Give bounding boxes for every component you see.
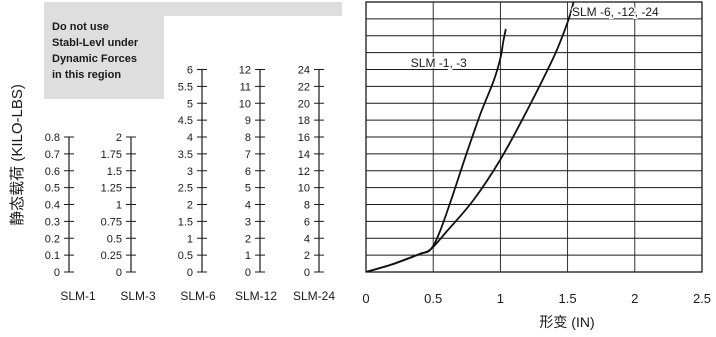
x-tick-label: 0 [362, 291, 369, 306]
scale-name: SLM-12 [235, 289, 277, 303]
scale-tick-label: 0 [116, 267, 122, 279]
scale-tick-label: 0.8 [45, 132, 60, 144]
scale-name: SLM-24 [293, 289, 335, 303]
no-use-note: Do not use Stabl-Levl under Dynamic Forc… [52, 21, 139, 81]
no-use-region-box [44, 2, 164, 99]
x-axis-label: 形变 (IN) [539, 314, 594, 330]
scale-tick-label: 0.25 [101, 250, 122, 262]
no-use-note-line: Do not use [52, 21, 109, 33]
scale-tick-label: 1.5 [107, 166, 122, 178]
scale-tick-label: 9 [245, 115, 251, 127]
scale-tick-label: 12 [239, 65, 251, 77]
no-use-note-line: Dynamic Forces [52, 53, 137, 65]
scale-name: SLM-6 [180, 289, 216, 303]
scale-tick-label: 2.5 [178, 183, 193, 195]
no-use-note-line: in this region [52, 69, 121, 81]
scale-tick-label: 0 [304, 267, 310, 279]
scale-tick-label: 0.5 [45, 183, 60, 195]
scale-tick-label: 12 [298, 166, 310, 178]
y-axis-label: 静态载荷 (KILO-LBS) [9, 84, 26, 226]
scale-tick-label: 1.5 [178, 216, 193, 228]
x-tick-label: 1.5 [559, 291, 577, 306]
series-label: SLM -1, -3 [411, 56, 467, 70]
scale-tick-label: 3 [187, 166, 193, 178]
scale-tick-label: 11 [240, 81, 251, 93]
scale-tick-label: 5 [187, 98, 193, 110]
scale-tick-label: 8 [304, 200, 310, 212]
scale-tick-label: 0.75 [101, 216, 122, 228]
scale-tick-label: 5 [245, 183, 251, 195]
scale-tick-label: 0.2 [45, 233, 60, 245]
plot-frame [365, 1, 703, 273]
no-use-note-line: Stabl-Levl under [52, 37, 139, 49]
scale-tick-label: 0.5 [178, 250, 193, 262]
scale-tick-label: 2 [187, 200, 193, 212]
scale-tick-label: 6 [304, 216, 310, 228]
scale-tick-label: 20 [298, 98, 310, 110]
scale-tick-label: 10 [298, 183, 310, 195]
series-line [366, 2, 575, 272]
scale-tick-label: 4 [304, 233, 310, 245]
scale-tick-label: 10 [239, 98, 251, 110]
load-scales: 00.10.20.30.40.50.60.70.8SLM-100.250.50.… [45, 65, 336, 304]
x-tick-label: 0.5 [424, 291, 442, 306]
scale-tick-label: 2 [304, 250, 310, 262]
scale-tick-label: 0.7 [45, 149, 60, 161]
scale-name: SLM-1 [60, 289, 96, 303]
scale-tick-label: 6 [187, 65, 193, 77]
series-label: SLM -6, -12, -24 [572, 5, 659, 19]
scale-tick-label: 3 [245, 216, 251, 228]
scale-tick-label: 4 [187, 132, 193, 144]
scale-tick-label: 0.5 [107, 233, 122, 245]
scale-tick-label: 1 [116, 200, 122, 212]
scale-tick-label: 8 [245, 132, 251, 144]
scale-tick-label: 0 [54, 267, 60, 279]
scale-tick-label: 5.5 [178, 81, 193, 93]
scale-tick-label: 1.75 [101, 149, 122, 161]
plot-area: 0 0.5 1 1.5 2 2.5 SLM -1, -3 SLM -6, -12, -24 [362, 1, 711, 306]
x-tick-label: 2 [631, 291, 638, 306]
scale-tick-label: 3.5 [178, 149, 193, 161]
scale-tick-label: 2 [116, 132, 122, 144]
x-tick-label: 2.5 [693, 291, 711, 306]
scale-tick-label: 18 [298, 115, 310, 127]
scale-tick-label: 22 [298, 81, 310, 93]
scale-tick-label: 0.1 [45, 250, 60, 262]
scale-tick-label: 0.4 [45, 200, 60, 212]
scale-name: SLM-3 [120, 289, 156, 303]
scale-tick-label: 0 [245, 267, 251, 279]
x-tick-label: 1 [497, 291, 504, 306]
scale-tick-label: 24 [298, 65, 310, 77]
scale-tick-label: 0.3 [45, 216, 60, 228]
scale-tick-label: 0 [187, 267, 193, 279]
scale-tick-label: 4 [245, 200, 251, 212]
scale-tick-label: 0.6 [45, 166, 60, 178]
scale-tick-label: 4.5 [178, 115, 193, 127]
scale-tick-label: 1 [187, 233, 193, 245]
scale-tick-label: 2 [245, 233, 251, 245]
scale-tick-label: 7 [245, 149, 251, 161]
scale-tick-label: 1 [245, 250, 251, 262]
scale-tick-label: 1.25 [101, 183, 122, 195]
scale-tick-label: 16 [298, 132, 310, 144]
scale-tick-label: 14 [298, 149, 310, 161]
scale-tick-label: 6 [245, 166, 251, 178]
